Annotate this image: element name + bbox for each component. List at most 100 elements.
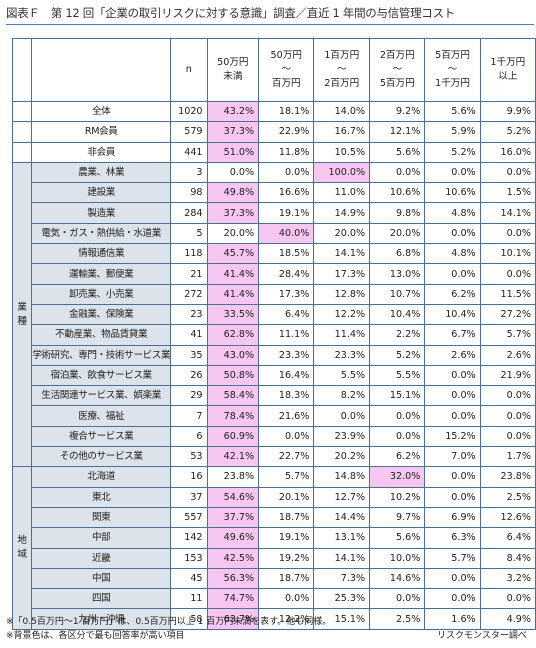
value-cell: 12.2% — [258, 608, 315, 630]
table-row: 運輸業、郵便業 21 41.4% 28.4% 17.3% 13.0% 0.0% 0.0% — [13, 263, 536, 285]
table-row: 四国 11 74.7% 0.0% 25.3% 0.0% 0.0% 0.0% — [13, 588, 536, 610]
n-cell: 142 — [170, 527, 208, 549]
footnote: ※背景色は、各区分で最も回答率が高い項目 — [6, 631, 185, 641]
row-label: 金融業、保険業 — [31, 303, 172, 326]
value-cell: 56.3% — [206, 567, 260, 590]
value-cell: 0.0% — [369, 425, 426, 448]
value-cell: 20.2% — [313, 446, 371, 468]
group-label-char: 業 — [17, 301, 27, 313]
value-cell: 0.0% — [424, 263, 481, 285]
value-cell: 18.5% — [258, 243, 315, 265]
value-cell: 14.1% — [479, 202, 536, 224]
n-cell: 16 — [170, 466, 208, 488]
value-cell: 17.3% — [313, 263, 371, 285]
row-label: 運輸業、郵便業 — [31, 263, 172, 285]
n-cell: 6 — [170, 425, 208, 448]
value-cell: 10.1% — [479, 243, 536, 265]
value-cell: 10.6% — [424, 182, 481, 204]
value-cell: 10.7% — [369, 283, 426, 305]
value-cell: 23.8% — [479, 466, 536, 488]
table-row: 宿泊業、飲食サービス業 26 50.8% 16.4% 5.5% 5.5% 0.0% 21.9% — [13, 364, 536, 387]
row-label: 全体 — [31, 100, 172, 123]
value-cell: 25.3% — [313, 588, 371, 610]
value-cell: 20.1% — [258, 486, 315, 508]
value-cell: 18.7% — [258, 567, 315, 590]
value-cell: 0.0% — [479, 263, 536, 285]
column-header: n — [170, 38, 208, 102]
value-cell: 37.3% — [206, 202, 260, 224]
value-cell: 14.8% — [313, 466, 371, 488]
n-cell: 41 — [170, 324, 208, 346]
value-cell: 10.0% — [369, 547, 426, 569]
value-cell: 9.7% — [369, 506, 426, 529]
table-row: RM会員 579 37.3% 22.9% 16.7% 12.1% 5.9% 5.2% — [11, 121, 536, 143]
n-cell: 98 — [170, 182, 208, 204]
value-cell: 14.9% — [313, 202, 371, 224]
value-cell: 4.9% — [479, 608, 536, 630]
value-cell: 32.0% — [369, 466, 426, 488]
value-cell: 14.4% — [313, 506, 371, 529]
value-cell: 0.0% — [424, 222, 481, 245]
n-cell: 118 — [170, 243, 208, 265]
value-cell: 2.5% — [479, 486, 536, 508]
value-cell: 1.7% — [479, 446, 536, 468]
n-cell: 35 — [170, 344, 208, 366]
value-cell: 1.5% — [479, 182, 536, 204]
value-cell: 23.8% — [206, 466, 260, 488]
value-cell: 0.0% — [424, 364, 481, 387]
row-label: 九州・沖縄 — [31, 608, 172, 630]
value-cell: 23.3% — [313, 344, 371, 366]
table-row: 非会員 441 51.0% 11.8% 10.5% 5.6% 5.2% 16.0% — [11, 141, 536, 163]
value-cell: 14.6% — [369, 567, 426, 590]
value-cell: 0.0% — [369, 405, 426, 427]
value-cell: 0.0% — [206, 161, 260, 184]
value-cell: 5.6% — [369, 141, 426, 163]
value-cell: 0.0% — [479, 385, 536, 407]
value-cell: 8.2% — [313, 385, 371, 407]
value-cell: 78.4% — [206, 405, 260, 427]
value-cell: 16.0% — [479, 141, 536, 163]
value-cell: 0.0% — [369, 161, 426, 184]
value-cell: 10.6% — [369, 182, 426, 204]
value-cell: 3.2% — [479, 567, 536, 590]
table-row: 建設業 98 49.8% 16.6% 11.0% 10.6% 10.6% 1.5% — [13, 182, 536, 204]
value-cell: 0.0% — [258, 161, 315, 184]
value-cell: 5.7% — [258, 466, 315, 488]
header-corner-label — [31, 38, 172, 102]
value-cell: 37.7% — [206, 506, 260, 529]
value-cell: 4.8% — [424, 243, 481, 265]
table-row: 医療、福祉 7 78.4% 21.6% 0.0% 0.0% 0.0% 0.0% — [13, 405, 536, 427]
value-cell: 2.6% — [479, 344, 536, 366]
row-label: 東北 — [31, 486, 172, 508]
value-cell: 6.9% — [424, 506, 481, 529]
table-row: 不動産業、物品賃貸業 41 62.8% 11.1% 11.4% 2.2% 6.7% 5.7% — [13, 324, 536, 346]
table-row: 近畿 153 42.5% 19.2% 14.1% 10.0% 5.7% 8.4% — [13, 547, 536, 569]
value-cell: 23.3% — [258, 344, 315, 366]
value-cell: 6.4% — [479, 527, 536, 549]
value-cell: 6.3% — [424, 527, 481, 549]
n-cell: 7 — [170, 405, 208, 427]
row-label: その他のサービス業 — [31, 446, 172, 468]
table-row: その他のサービス業 53 42.1% 22.7% 20.2% 6.2% 7.0% 1.7% — [13, 446, 536, 468]
table-row: 業種農業、林業 3 0.0% 0.0% 100.0% 0.0% 0.0% 0.0% — [11, 161, 536, 468]
value-cell: 28.4% — [258, 263, 315, 285]
value-cell: 0.0% — [424, 486, 481, 508]
row-label: 情報通信業 — [31, 243, 172, 265]
n-cell: 21 — [170, 263, 208, 285]
row-label: 学術研究、専門・技術サービス業 — [31, 344, 172, 366]
value-cell: 11.5% — [479, 283, 536, 305]
n-cell: 26 — [170, 364, 208, 387]
value-cell: 22.7% — [258, 446, 315, 468]
value-cell: 12.2% — [313, 303, 371, 326]
value-cell: 60.9% — [206, 425, 260, 448]
value-cell: 100.0% — [313, 161, 371, 184]
table-row: 東北 37 54.6% 20.1% 12.7% 10.2% 0.0% 2.5% — [13, 486, 536, 508]
table-row: 情報通信業 118 45.7% 18.5% 14.1% 6.8% 4.8% 10.1% — [13, 243, 536, 265]
value-cell: 49.6% — [206, 527, 260, 549]
table-row: 電気・ガス・熱供給・水道業 5 20.0% 40.0% 20.0% 20.0% 0.0% 0.… — [13, 222, 536, 245]
value-cell: 41.4% — [206, 283, 260, 305]
value-cell: 63.7% — [206, 608, 260, 630]
value-cell: 0.0% — [369, 588, 426, 610]
value-cell: 5.2% — [479, 121, 536, 143]
value-cell: 9.9% — [479, 100, 536, 123]
